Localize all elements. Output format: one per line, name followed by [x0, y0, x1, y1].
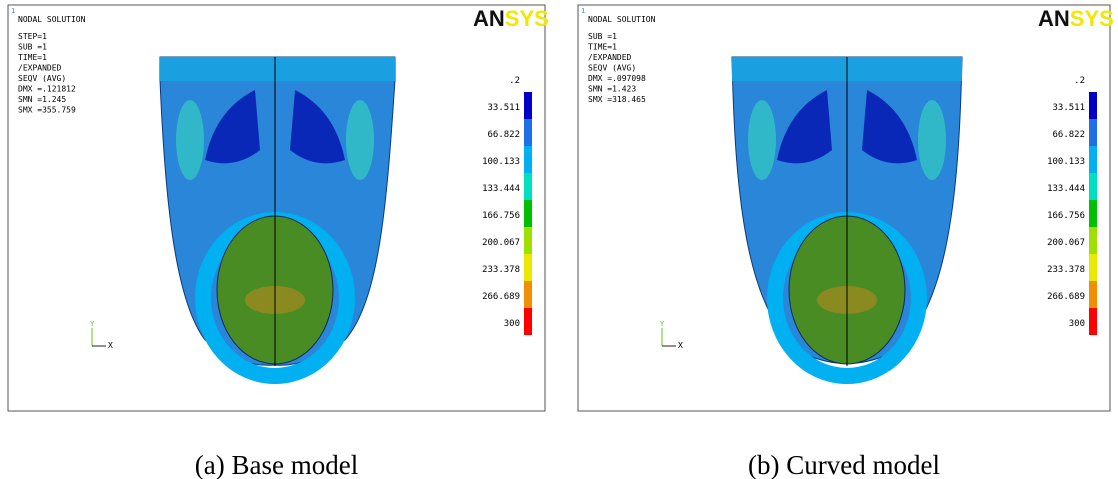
- legend-band: [1089, 227, 1097, 254]
- logo-light: SYS: [505, 6, 549, 31]
- corner-mark: 1: [581, 7, 585, 15]
- plot-title: NODAL SOLUTION: [588, 15, 656, 24]
- stress-patch: [346, 100, 374, 180]
- legend-band: [1089, 119, 1097, 146]
- stress-patch: [862, 90, 917, 164]
- stress-patch: [290, 90, 345, 164]
- stress-patch: [205, 90, 260, 164]
- legend-label: 166.756: [482, 211, 520, 221]
- info-line: SMN =1.245: [18, 95, 66, 104]
- model-top: [160, 57, 395, 81]
- legend-label: 66.822: [487, 130, 520, 140]
- legend-band: [1089, 173, 1097, 200]
- triad-x-label: X: [678, 341, 683, 350]
- info-line: SMX =318.465: [588, 95, 646, 104]
- triad-x-label: X: [108, 341, 113, 350]
- stress-patch: [918, 100, 946, 180]
- legend-label: 166.756: [1047, 211, 1085, 221]
- legend-band: [1089, 281, 1097, 308]
- legend-band: [1089, 92, 1097, 119]
- stress-patch: [748, 100, 776, 180]
- legend-band: [524, 254, 532, 281]
- info-line: TIME=1: [588, 43, 617, 52]
- legend-band: [524, 173, 532, 200]
- stress-patch: [777, 90, 832, 164]
- info-line: SMN =1.423: [588, 85, 636, 94]
- legend-band: [1089, 254, 1097, 281]
- logo: ANSYS: [1038, 6, 1114, 31]
- legend-label: 33.511: [1052, 103, 1085, 113]
- legend-label: 300: [504, 319, 520, 329]
- info-line: SUB =1: [588, 32, 617, 41]
- legend-label: .2: [509, 76, 520, 86]
- info-line: STEP=1: [18, 32, 47, 41]
- info-line: /EXPANDED: [588, 53, 632, 62]
- legend-label: 100.133: [482, 157, 520, 167]
- legend-label: 200.067: [482, 238, 520, 248]
- legend-band: [524, 200, 532, 227]
- legend-label: 266.689: [1047, 292, 1085, 302]
- legend-label: 233.378: [482, 265, 520, 275]
- info-line: SEQV (AVG): [18, 74, 66, 83]
- info-line: TIME=1: [18, 53, 47, 62]
- legend-band: [524, 146, 532, 173]
- legend-band: [1089, 200, 1097, 227]
- legend-label: 200.067: [1047, 238, 1085, 248]
- model: [159, 56, 396, 384]
- info-line: SEQV (AVG): [588, 64, 636, 73]
- caption: (b) Curved model: [748, 450, 940, 479]
- legend-band: [524, 119, 532, 146]
- legend-label: 100.133: [1047, 157, 1085, 167]
- triad-y-label: Y: [660, 320, 665, 328]
- plot-title: NODAL SOLUTION: [18, 15, 86, 24]
- legend-band: [1089, 308, 1097, 335]
- caption: (a) Base model: [195, 450, 358, 479]
- legend-label: 33.511: [487, 103, 520, 113]
- info-line: DMX =.097098: [588, 74, 646, 83]
- legend-label: .2: [1074, 76, 1085, 86]
- logo-dark: AN: [1038, 6, 1070, 31]
- info-line: DMX =.121812: [18, 85, 76, 94]
- legend-band: [524, 281, 532, 308]
- corner-mark: 1: [11, 7, 15, 15]
- logo: ANSYS: [473, 6, 549, 31]
- info-line: SMX =355.759: [18, 106, 76, 115]
- legend-label: 66.822: [1052, 130, 1085, 140]
- legend-band: [1089, 146, 1097, 173]
- legend-band: [524, 92, 532, 119]
- info-line: SUB =1: [18, 43, 47, 52]
- logo-light: SYS: [1070, 6, 1114, 31]
- legend-label: 133.444: [482, 184, 520, 194]
- legend-label: 233.378: [1047, 265, 1085, 275]
- logo-dark: AN: [473, 6, 505, 31]
- model: [731, 56, 963, 384]
- legend-label: 266.689: [482, 292, 520, 302]
- stress-patch: [176, 100, 204, 180]
- info-line: /EXPANDED: [18, 64, 62, 73]
- triad-y-label: Y: [90, 320, 95, 328]
- legend-label: 300: [1069, 319, 1085, 329]
- legend-band: [524, 308, 532, 335]
- legend-band: [524, 227, 532, 254]
- legend-label: 133.444: [1047, 184, 1085, 194]
